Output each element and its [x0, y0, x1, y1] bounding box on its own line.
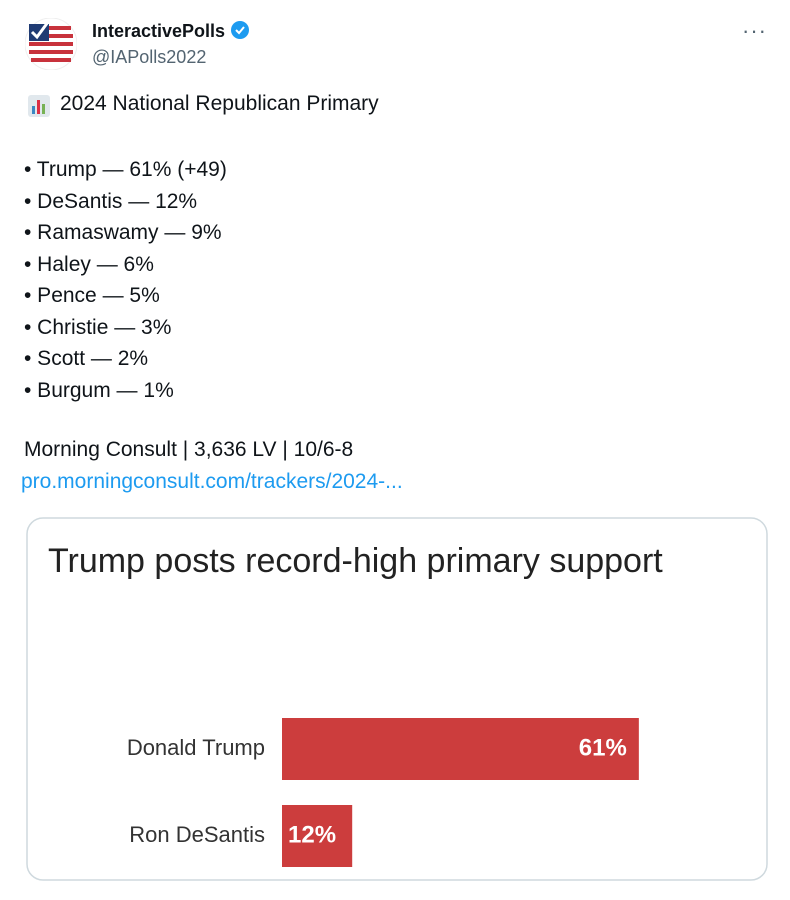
list-item: • Christie — 3%	[24, 315, 172, 339]
list-item: • Ramaswamy — 9%	[24, 221, 222, 244]
avatar[interactable]	[25, 18, 77, 70]
bar	[282, 805, 353, 867]
tweet-source: Morning Consult | 3,636 LV | 10/6-8	[24, 438, 354, 461]
name-text: InteractivePolls	[92, 21, 226, 41]
list-item: • Haley — 6%	[24, 252, 154, 276]
chart-title: Trump posts record-high primary support	[48, 542, 663, 580]
account-handle[interactable]: @IAPolls2022	[92, 47, 207, 67]
list-item: • Pence — 5%	[24, 284, 160, 307]
list-item: • DeSantis — 12%	[24, 189, 198, 213]
account-name[interactable]: InteractivePolls	[92, 20, 250, 42]
verified-badge	[231, 21, 250, 39]
tweet-link[interactable]: pro.morningconsult.com/trackers/2024-...	[21, 470, 403, 493]
tweet-list: • Trump — 61% (+49) • DeSantis — 12% • Ram…	[24, 154, 227, 406]
category-label: Ron DeSantis	[129, 822, 265, 847]
bar	[282, 718, 639, 780]
value-label: 12%	[288, 821, 336, 848]
chart-card[interactable]: Trump posts record-high primary support …	[26, 517, 768, 881]
value-label: 61%	[579, 734, 627, 761]
list-item: • Trump — 61% (+49)	[24, 158, 227, 181]
category-label: Donald Trump	[127, 735, 265, 760]
tweet-heading: 2024 National Republican Primary	[60, 92, 379, 115]
more-button[interactable]: ···	[742, 18, 767, 43]
list-item: • Burgum — 1%	[24, 378, 174, 402]
chart-emoji	[28, 95, 50, 117]
list-item: • Scott — 2%	[24, 347, 149, 370]
